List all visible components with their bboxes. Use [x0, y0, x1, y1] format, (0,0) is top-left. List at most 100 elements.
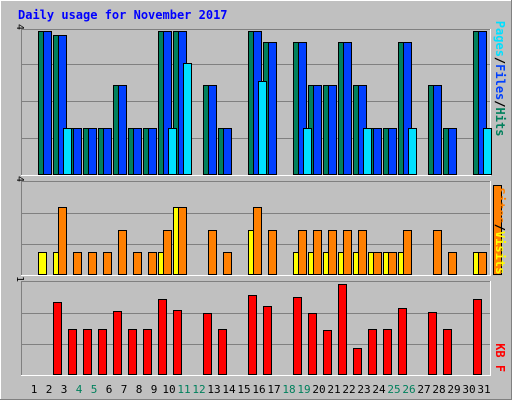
x-label-day-10: 10	[162, 383, 175, 396]
bar-files-day-8	[148, 128, 157, 175]
x-label-day-1: 1	[31, 383, 38, 396]
x-label-day-20: 20	[312, 383, 325, 396]
x-label-day-19: 19	[297, 383, 310, 396]
bar-files-day-21	[343, 42, 352, 175]
bar-kb-f-day-23	[368, 329, 377, 375]
bar-sites-day-25	[403, 230, 412, 275]
bar-sites-day-22	[358, 230, 367, 275]
bar-sites-day-15	[253, 207, 262, 275]
panel-kbytes: 1 KB F	[14, 276, 507, 376]
x-label-day-17: 17	[267, 383, 280, 396]
bar-visits-day-1	[38, 252, 47, 275]
bar-files-day-27	[433, 85, 442, 175]
bar-kb-f-day-9	[158, 299, 167, 375]
legend-entry: Visits	[493, 231, 507, 274]
bar-sites-day-12	[208, 230, 217, 275]
x-label-day-15: 15	[237, 383, 250, 396]
bar-files-day-6	[118, 85, 127, 175]
legend-entry: Files	[493, 64, 507, 100]
bar-sites-day-28	[448, 252, 457, 275]
bar-files-day-13	[223, 128, 232, 175]
bar-sites-day-7	[133, 252, 142, 275]
legend-entry: /	[493, 224, 507, 231]
bar-files-day-9	[163, 31, 172, 175]
bar-kb-f-day-15	[248, 295, 257, 375]
bar-kb-f-day-2	[53, 302, 62, 375]
x-label-day-14: 14	[222, 383, 236, 396]
bar-files-day-18	[298, 42, 307, 175]
bar-sites-day-8	[148, 252, 157, 275]
bar-sites-day-31	[493, 185, 502, 275]
bar-kb-f-day-5	[98, 329, 107, 375]
bar-files-day-12	[208, 85, 217, 175]
bar-pages-day-2	[63, 128, 72, 175]
legend-entry: Sites	[493, 188, 507, 224]
bar-kb-f-day-20	[323, 330, 332, 375]
bar-files-day-19	[313, 85, 322, 175]
panel-visits-ymax-label: 4	[14, 176, 25, 182]
bar-sites-day-16	[268, 230, 277, 275]
x-label-day-4: 4	[76, 383, 83, 396]
x-label-day-6: 6	[106, 383, 113, 396]
bar-files-day-5	[103, 128, 112, 175]
x-label-day-7: 7	[121, 383, 128, 396]
bar-kb-f-day-10	[173, 310, 182, 375]
panel-kbytes-ymax-label: 1	[14, 276, 25, 282]
x-label-day-5: 5	[91, 383, 98, 396]
x-label-day-8: 8	[136, 383, 143, 396]
bar-sites-day-27	[433, 230, 442, 275]
panel-visits-legend: Sites/Visits	[493, 188, 507, 275]
bar-kb-f-day-27	[428, 312, 437, 375]
bar-sites-day-21	[343, 230, 352, 275]
x-label-day-2: 2	[46, 383, 53, 396]
x-label-day-28: 28	[432, 383, 445, 396]
x-label-day-21: 21	[327, 383, 340, 396]
legend-entry: Pages	[493, 21, 507, 57]
x-label-day-12: 12	[192, 383, 205, 396]
bar-pages-day-15	[258, 81, 267, 175]
bar-sites-day-23	[373, 252, 382, 275]
x-label-day-24: 24	[372, 383, 386, 396]
bar-pages-day-9	[168, 128, 177, 175]
bar-pages-day-25	[408, 128, 417, 175]
panel-hits: 4 Pages/Files/Hits	[14, 21, 507, 176]
x-label-day-18: 18	[282, 383, 295, 396]
bar-kb-f-day-21	[338, 284, 347, 375]
legend-entry: /	[493, 57, 507, 64]
bar-kb-f-day-28	[443, 329, 452, 375]
bar-files-day-24	[388, 128, 397, 175]
bar-sites-day-9	[163, 230, 172, 275]
bar-files-day-7	[133, 128, 142, 175]
bar-files-day-16	[268, 42, 277, 175]
x-label-day-30: 30	[462, 383, 475, 396]
bar-files-day-2	[58, 35, 67, 175]
bar-pages-day-30	[483, 128, 492, 175]
bar-files-day-23	[373, 128, 382, 175]
bar-files-day-20	[328, 85, 337, 175]
bar-files-day-3	[73, 128, 82, 175]
bar-kb-f-day-18	[293, 297, 302, 375]
bar-kb-f-day-22	[353, 348, 362, 375]
bar-files-day-28	[448, 128, 457, 175]
bar-kb-f-day-6	[113, 311, 122, 375]
legend-entry: /	[493, 100, 507, 107]
bar-sites-day-10	[178, 207, 187, 275]
panel-visits: 4 Sites/Visits	[14, 176, 507, 276]
bar-kb-f-day-8	[143, 329, 152, 375]
bar-sites-day-30	[478, 252, 487, 275]
chart-title: Daily usage for November 2017	[18, 8, 228, 22]
bar-sites-day-20	[328, 230, 337, 275]
x-label-day-31: 31	[477, 383, 490, 396]
bar-kb-f-day-13	[218, 329, 227, 375]
panel-hits-legend: Pages/Files/Hits	[493, 21, 507, 137]
x-label-day-13: 13	[207, 383, 220, 396]
x-label-day-25: 25	[387, 383, 400, 396]
bar-kb-f-day-3	[68, 329, 77, 375]
bar-files-day-25	[403, 42, 412, 175]
bar-files-day-30	[478, 31, 487, 175]
legend-entry: KB	[493, 343, 507, 357]
bar-sites-day-18	[298, 230, 307, 275]
x-label-day-23: 23	[357, 383, 370, 396]
